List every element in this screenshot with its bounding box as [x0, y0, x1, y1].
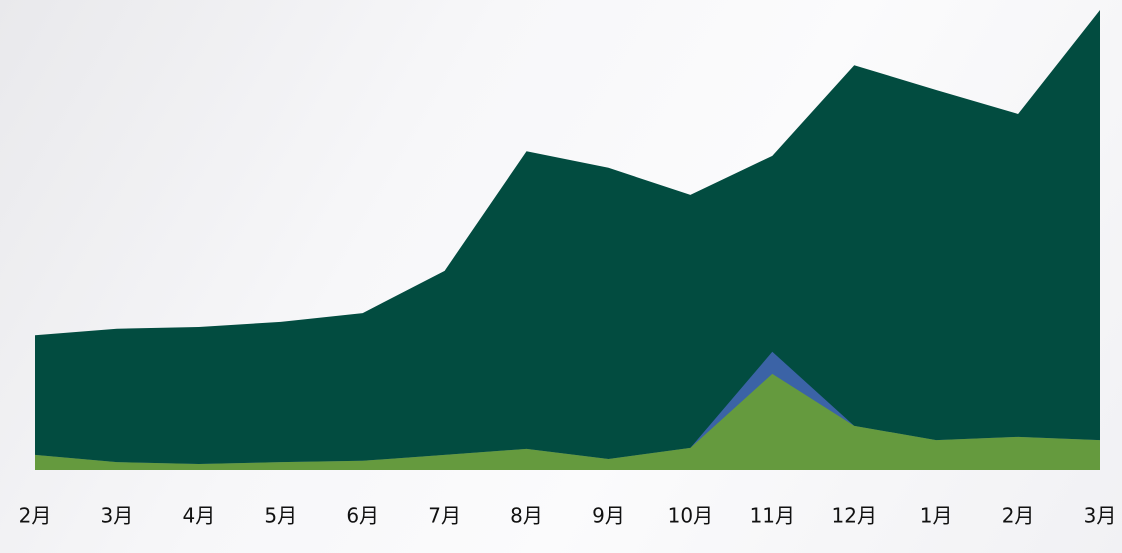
x-tick-label: 11月 — [750, 504, 795, 528]
x-tick-label: 3月 — [1084, 504, 1117, 528]
x-tick-label: 6月 — [346, 504, 379, 528]
x-tick-label: 5月 — [264, 504, 297, 528]
x-tick-label: 10月 — [668, 504, 713, 528]
area — [35, 373, 1100, 470]
x-tick-label: 2月 — [1002, 504, 1035, 528]
x-tick-label: 3月 — [101, 504, 134, 528]
x-tick-label: 12月 — [832, 504, 877, 528]
x-tick-label: 2月 — [19, 504, 52, 528]
x-tick-label: 4月 — [182, 504, 215, 528]
x-tick-label: 9月 — [592, 504, 625, 528]
x-tick-label: 1月 — [920, 504, 953, 528]
x-tick-label: 7月 — [428, 504, 461, 528]
area — [35, 10, 1100, 470]
x-tick-label: 8月 — [510, 504, 543, 528]
